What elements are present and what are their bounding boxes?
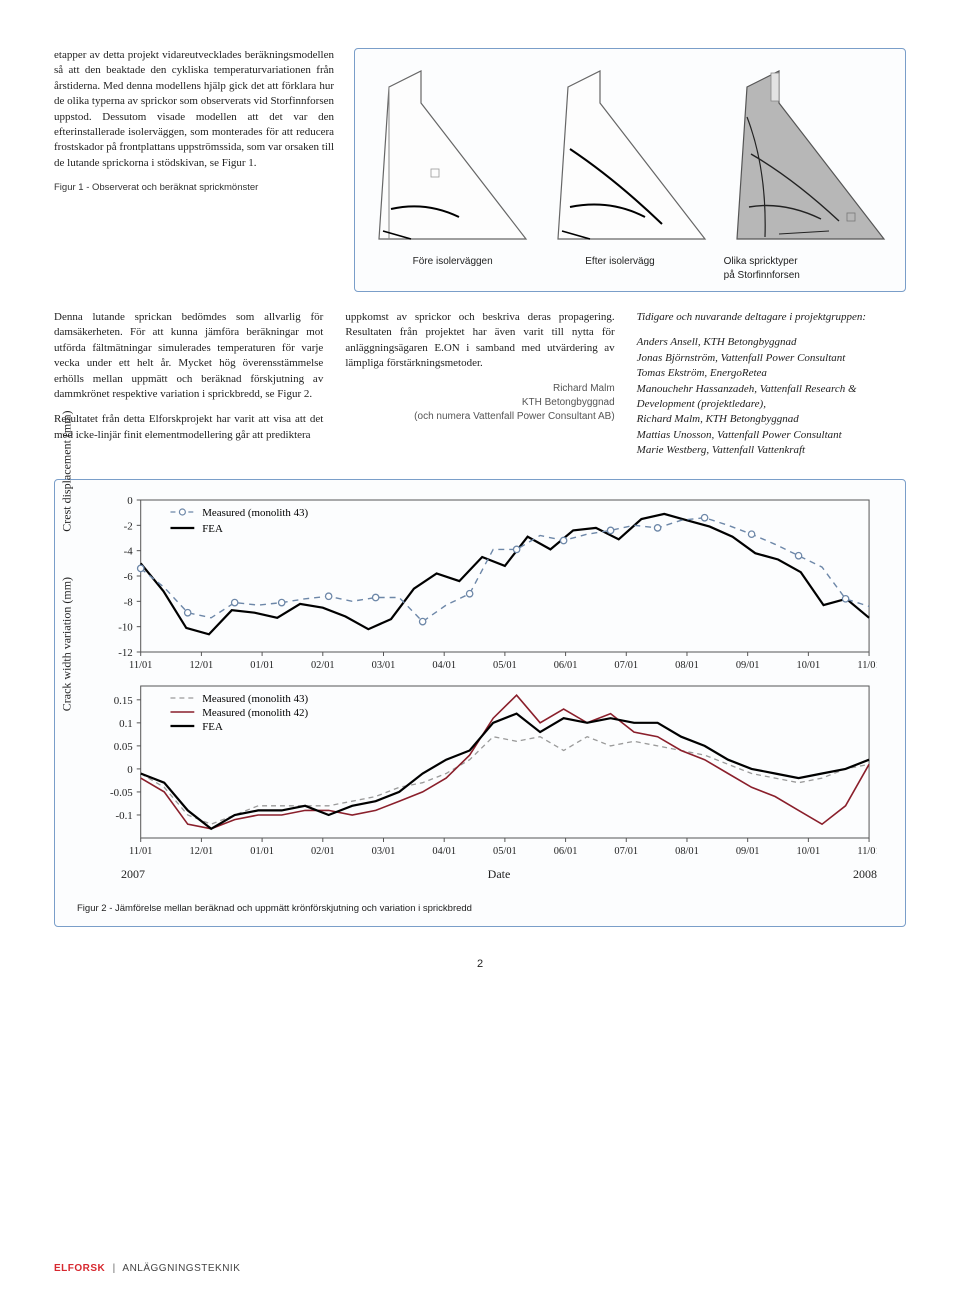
svg-text:Measured (monolith 42): Measured (monolith 42) bbox=[202, 706, 308, 718]
svg-text:0.15: 0.15 bbox=[114, 694, 134, 706]
svg-text:-12: -12 bbox=[118, 646, 133, 658]
chart1-ylabel: Crest displacement (mm) bbox=[59, 410, 76, 531]
svg-text:04/01: 04/01 bbox=[432, 845, 456, 856]
svg-text:10/01: 10/01 bbox=[797, 659, 821, 670]
triangle-before-icon bbox=[371, 59, 531, 249]
svg-text:01/01: 01/01 bbox=[250, 659, 274, 670]
fig1-label-before: Före isolerväggen bbox=[369, 255, 536, 283]
svg-text:01/01: 01/01 bbox=[250, 845, 274, 856]
svg-text:-0.1: -0.1 bbox=[116, 809, 133, 821]
fig2-caption: Figur 2 - Jämförelse mellan beräknad och… bbox=[73, 902, 887, 915]
svg-text:-6: -6 bbox=[124, 570, 134, 582]
page-number: 2 bbox=[54, 957, 906, 972]
participant-item: Jonas Björnström, Vattenfall Power Consu… bbox=[637, 351, 906, 366]
svg-text:12/01: 12/01 bbox=[190, 845, 214, 856]
figure-2-box: Crest displacement (mm) 0-2-4-6-8-10-121… bbox=[54, 479, 906, 927]
participant-item: Marie Westberg, Vattenfall Vattenkraft bbox=[637, 443, 906, 458]
col1-para1: Denna lutande sprickan bedömdes som allv… bbox=[54, 310, 323, 402]
figure-1-box: Före isolerväggen Efter isolervägg Olika… bbox=[354, 48, 906, 292]
svg-text:02/01: 02/01 bbox=[311, 659, 335, 670]
svg-text:05/01: 05/01 bbox=[493, 845, 517, 856]
year-left: 2007 bbox=[121, 866, 145, 883]
x-axis-label: Date bbox=[488, 866, 511, 883]
svg-text:06/01: 06/01 bbox=[554, 845, 578, 856]
svg-text:11/01: 11/01 bbox=[129, 845, 152, 856]
svg-text:0.05: 0.05 bbox=[114, 740, 134, 752]
svg-text:11/01: 11/01 bbox=[129, 659, 152, 670]
triangle-after-icon bbox=[550, 59, 710, 249]
fig1-caption: Figur 1 - Observerat och beräknat sprick… bbox=[54, 181, 334, 194]
svg-text:03/01: 03/01 bbox=[372, 845, 396, 856]
svg-text:11/01: 11/01 bbox=[857, 659, 877, 670]
svg-text:12/01: 12/01 bbox=[190, 659, 214, 670]
svg-text:02/01: 02/01 bbox=[311, 845, 335, 856]
svg-text:06/01: 06/01 bbox=[554, 659, 578, 670]
svg-text:Measured (monolith 43): Measured (monolith 43) bbox=[202, 506, 308, 518]
svg-text:07/01: 07/01 bbox=[614, 659, 638, 670]
svg-text:0.1: 0.1 bbox=[119, 717, 133, 729]
chart-crest-displacement: Crest displacement (mm) 0-2-4-6-8-10-121… bbox=[103, 494, 877, 674]
col2-para1: uppkomst av sprickor och beskriva deras … bbox=[345, 310, 614, 372]
svg-text:-4: -4 bbox=[124, 545, 134, 557]
svg-text:-8: -8 bbox=[124, 596, 134, 608]
footer: ELFORSK | ANLÄGGNINGSTEKNIK bbox=[54, 1262, 240, 1276]
svg-text:03/01: 03/01 bbox=[372, 659, 396, 670]
participant-item: Manouchehr Hassanzadeh, Vattenfall Resea… bbox=[637, 382, 906, 413]
triangle-cracktypes-icon bbox=[729, 59, 889, 249]
svg-text:08/01: 08/01 bbox=[675, 845, 699, 856]
svg-text:07/01: 07/01 bbox=[614, 845, 638, 856]
svg-text:Measured (monolith 43): Measured (monolith 43) bbox=[202, 692, 308, 704]
svg-text:0: 0 bbox=[127, 763, 133, 775]
svg-text:05/01: 05/01 bbox=[493, 659, 517, 670]
col1-para2: Resultatet från detta Elforskprojekt har… bbox=[54, 412, 323, 443]
svg-text:0: 0 bbox=[127, 494, 133, 506]
participant-item: Tomas Ekström, EnergoRetea bbox=[637, 366, 906, 381]
intro-paragraph: etapper av detta projekt vidareutvecklad… bbox=[54, 48, 334, 171]
footer-section: ANLÄGGNINGSTEKNIK bbox=[122, 1263, 240, 1274]
svg-text:-2: -2 bbox=[124, 520, 133, 532]
svg-text:11/01: 11/01 bbox=[857, 845, 877, 856]
footer-brand: ELFORSK bbox=[54, 1263, 105, 1274]
participant-item: Richard Malm, KTH Betongbyggnad bbox=[637, 412, 906, 427]
fig1-label-types: Olika spricktyper på Storfinnforsen bbox=[704, 255, 891, 283]
participant-item: Anders Ansell, KTH Betongbyggnad bbox=[637, 335, 906, 350]
svg-text:09/01: 09/01 bbox=[736, 659, 760, 670]
svg-text:10/01: 10/01 bbox=[797, 845, 821, 856]
svg-text:FEA: FEA bbox=[202, 522, 223, 534]
figure-1-triangles bbox=[369, 59, 891, 249]
chart2-ylabel: Crack width variation (mm) bbox=[59, 576, 76, 710]
author-block: Richard Malm KTH Betongbyggnad (och nume… bbox=[345, 382, 614, 424]
svg-text:04/01: 04/01 bbox=[432, 659, 456, 670]
svg-text:08/01: 08/01 bbox=[675, 659, 699, 670]
svg-text:FEA: FEA bbox=[202, 720, 223, 732]
chart-crack-width: Crack width variation (mm) 0.150.10.050-… bbox=[103, 680, 877, 860]
year-right: 2008 bbox=[853, 866, 877, 883]
svg-text:-10: -10 bbox=[118, 621, 133, 633]
fig1-label-after: Efter isolervägg bbox=[536, 255, 703, 283]
participant-item: Mattias Unosson, Vattenfall Power Consul… bbox=[637, 428, 906, 443]
svg-text:09/01: 09/01 bbox=[736, 845, 760, 856]
svg-text:-0.05: -0.05 bbox=[110, 786, 133, 798]
participants-list: Tidigare och nuvarande deltagare i proje… bbox=[637, 310, 906, 459]
